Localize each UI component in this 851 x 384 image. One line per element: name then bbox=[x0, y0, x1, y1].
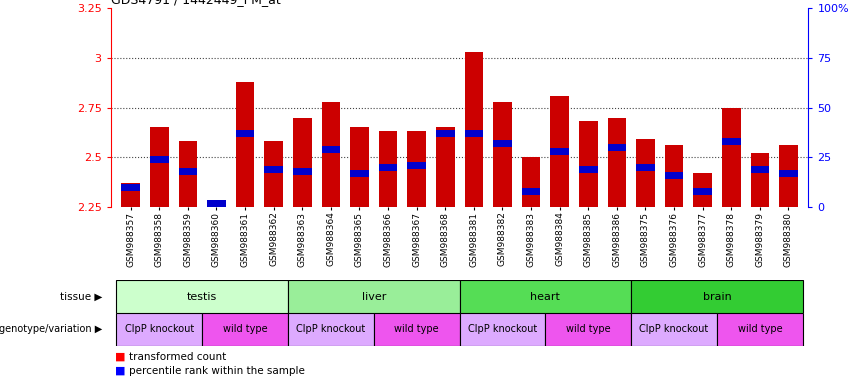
Text: genotype/variation ▶: genotype/variation ▶ bbox=[0, 324, 102, 334]
Bar bbox=[780, 146, 797, 207]
Bar bbox=[293, 118, 311, 207]
Text: brain: brain bbox=[703, 291, 731, 302]
Bar bbox=[665, 146, 683, 207]
Bar bbox=[493, 140, 511, 147]
Bar bbox=[751, 154, 769, 207]
Bar bbox=[579, 166, 597, 173]
Bar bbox=[608, 118, 626, 207]
Bar bbox=[545, 313, 631, 346]
Bar bbox=[637, 139, 654, 207]
Bar bbox=[551, 96, 569, 207]
Text: ClpP knockout: ClpP knockout bbox=[296, 324, 365, 334]
Text: wild type: wild type bbox=[738, 324, 782, 334]
Bar bbox=[460, 280, 631, 313]
Text: transformed count: transformed count bbox=[129, 352, 226, 362]
Text: tissue ▶: tissue ▶ bbox=[60, 291, 102, 302]
Bar bbox=[122, 184, 140, 207]
Text: ClpP knockout: ClpP knockout bbox=[468, 324, 537, 334]
Bar bbox=[150, 156, 168, 163]
Text: wild type: wild type bbox=[394, 324, 439, 334]
Bar bbox=[493, 101, 511, 207]
Bar bbox=[665, 172, 683, 179]
Bar bbox=[465, 51, 483, 207]
Bar bbox=[436, 130, 454, 137]
Text: ■: ■ bbox=[115, 352, 125, 362]
Bar bbox=[780, 170, 797, 177]
Bar bbox=[408, 162, 426, 169]
Bar bbox=[236, 81, 254, 207]
Text: liver: liver bbox=[362, 291, 386, 302]
Text: ClpP knockout: ClpP knockout bbox=[639, 324, 709, 334]
Bar bbox=[436, 127, 454, 207]
Text: wild type: wild type bbox=[223, 324, 267, 334]
Bar bbox=[694, 174, 712, 207]
Bar bbox=[117, 313, 203, 346]
Bar bbox=[465, 130, 483, 137]
Bar bbox=[637, 164, 654, 171]
Bar bbox=[522, 188, 540, 195]
Bar bbox=[265, 166, 283, 173]
Bar bbox=[374, 313, 460, 346]
Bar bbox=[460, 313, 545, 346]
Bar bbox=[522, 157, 540, 207]
Bar bbox=[350, 170, 368, 177]
Bar bbox=[551, 148, 569, 155]
Bar bbox=[179, 141, 197, 207]
Text: ■: ■ bbox=[115, 366, 125, 376]
Bar bbox=[179, 168, 197, 175]
Bar bbox=[322, 146, 340, 153]
Text: wild type: wild type bbox=[566, 324, 610, 334]
Bar bbox=[694, 188, 712, 195]
Bar bbox=[722, 138, 740, 145]
Bar bbox=[288, 280, 460, 313]
Bar bbox=[350, 127, 368, 207]
Bar bbox=[379, 164, 397, 171]
Bar bbox=[203, 313, 288, 346]
Bar bbox=[717, 313, 802, 346]
Bar bbox=[117, 280, 288, 313]
Bar bbox=[236, 130, 254, 137]
Bar bbox=[751, 166, 769, 173]
Bar bbox=[631, 313, 717, 346]
Bar bbox=[379, 131, 397, 207]
Text: testis: testis bbox=[187, 291, 217, 302]
Text: heart: heart bbox=[530, 291, 560, 302]
Bar bbox=[293, 168, 311, 175]
Bar bbox=[322, 101, 340, 207]
Bar bbox=[608, 144, 626, 151]
Bar bbox=[288, 313, 374, 346]
Bar bbox=[207, 201, 226, 207]
Bar bbox=[408, 131, 426, 207]
Bar bbox=[150, 127, 168, 207]
Bar bbox=[122, 184, 140, 191]
Bar bbox=[631, 280, 802, 313]
Text: percentile rank within the sample: percentile rank within the sample bbox=[129, 366, 306, 376]
Bar bbox=[579, 121, 597, 207]
Text: ClpP knockout: ClpP knockout bbox=[124, 324, 194, 334]
Text: GDS4791 / 1442449_PM_at: GDS4791 / 1442449_PM_at bbox=[111, 0, 280, 7]
Bar bbox=[265, 141, 283, 207]
Bar bbox=[722, 108, 740, 207]
Bar bbox=[207, 200, 226, 207]
